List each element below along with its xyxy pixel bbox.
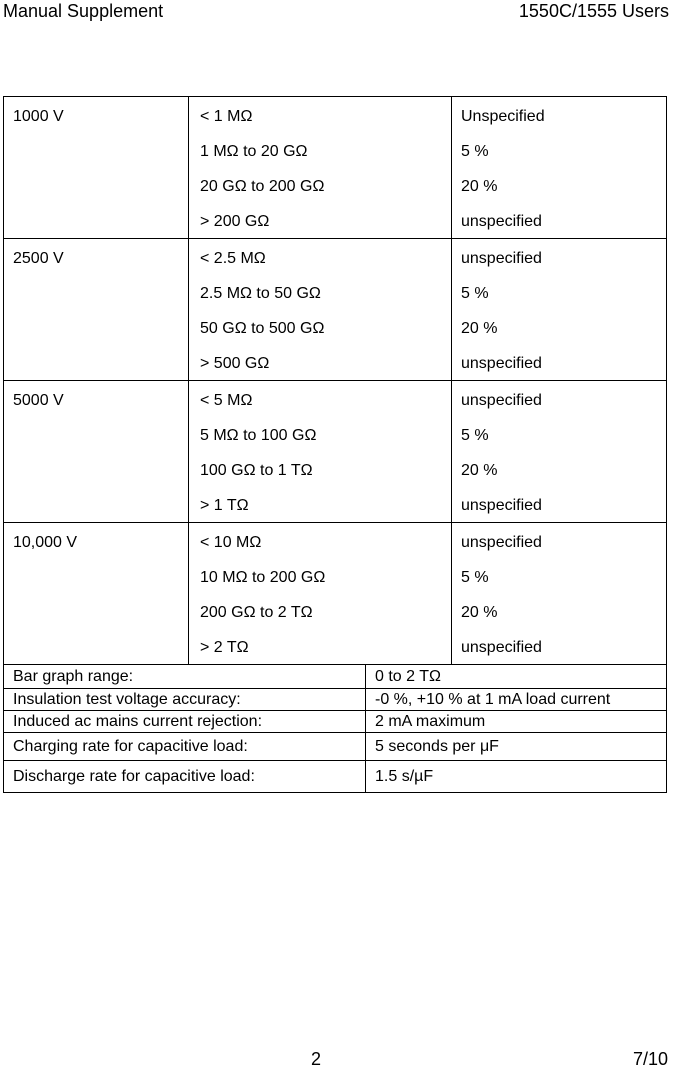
voltage-cell: 10,000 V <box>4 522 188 664</box>
footer-sheet-number: 7/10 <box>632 1049 668 1069</box>
characteristic-label-cell: Discharge rate for capacitive load: <box>4 760 365 792</box>
resistance-range-cell: < 1 MΩ 1 MΩ to 20 GΩ 20 GΩ to 200 GΩ > 2… <box>188 97 451 238</box>
resistance-range-line: 200 GΩ to 2 TΩ <box>200 604 313 621</box>
characteristic-value: -0 %, +10 % at 1 mA load current <box>375 690 611 708</box>
voltage-label: 1000 V <box>13 108 64 125</box>
resistance-range-line: 20 GΩ to 200 GΩ <box>200 178 325 195</box>
accuracy-line: 5 % <box>461 285 489 302</box>
resistance-range-line: 100 GΩ to 1 TΩ <box>200 462 313 479</box>
characteristic-label-cell: Charging rate for capacitive load: <box>4 732 365 760</box>
resistance-range-line: > 1 TΩ <box>200 497 249 514</box>
voltage-cell: 2500 V <box>4 238 188 380</box>
accuracy-line: unspecified <box>461 250 542 267</box>
characteristic-value-cell: 1.5 s/µF <box>365 760 666 792</box>
resistance-range-line: 50 GΩ to 500 GΩ <box>200 320 325 337</box>
resistance-range-line: > 2 TΩ <box>200 639 249 656</box>
accuracy-line: unspecified <box>461 213 542 230</box>
resistance-range-line: 10 MΩ to 200 GΩ <box>200 569 326 586</box>
footer-page-number: 2 <box>311 1049 322 1069</box>
accuracy-line: unspecified <box>461 497 542 514</box>
resistance-range-line: < 2.5 MΩ <box>200 250 266 267</box>
accuracy-line: unspecified <box>461 639 542 656</box>
accuracy-cell: unspecified 5 % 20 % unspecified <box>451 238 666 380</box>
resistance-range-line: 1 MΩ to 20 GΩ <box>200 143 308 160</box>
voltage-cell: 1000 V <box>4 97 188 238</box>
voltage-cell: 5000 V <box>4 380 188 522</box>
resistance-range-line: < 5 MΩ <box>200 392 253 409</box>
accuracy-line: 5 % <box>461 569 489 586</box>
characteristic-label: Induced ac mains current rejection: <box>13 712 263 730</box>
accuracy-line: 20 % <box>461 604 498 621</box>
accuracy-line: unspecified <box>461 355 542 372</box>
accuracy-line: unspecified <box>461 534 542 551</box>
voltage-label: 5000 V <box>13 392 64 409</box>
characteristic-label-cell: Insulation test voltage accuracy: <box>4 688 365 710</box>
resistance-range-line: > 200 GΩ <box>200 213 270 230</box>
voltage-label: 2500 V <box>13 250 64 267</box>
accuracy-cell: unspecified 5 % 20 % unspecified <box>451 522 666 664</box>
characteristic-label-cell: Induced ac mains current rejection: <box>4 710 365 732</box>
resistance-range-cell: < 5 MΩ 5 MΩ to 100 GΩ 100 GΩ to 1 TΩ > 1… <box>188 380 451 522</box>
resistance-range-line: 5 MΩ to 100 GΩ <box>200 427 317 444</box>
characteristic-label: Charging rate for capacitive load: <box>13 737 248 755</box>
resistance-range-line: < 10 MΩ <box>200 534 262 551</box>
voltage-label: 10,000 V <box>13 534 78 551</box>
characteristic-value: 1.5 s/µF <box>375 767 434 785</box>
characteristic-label: Discharge rate for capacitive load: <box>13 767 255 785</box>
page-header: Manual Supplement 1550C/1555 Users <box>3 1 669 21</box>
resistance-range-line: < 1 MΩ <box>200 108 253 125</box>
resistance-range-cell: < 2.5 MΩ 2.5 MΩ to 50 GΩ 50 GΩ to 500 GΩ… <box>188 238 451 380</box>
header-right-title: 1550C/1555 Users <box>518 1 669 21</box>
resistance-range-line: > 500 GΩ <box>200 355 270 372</box>
header-left-title: Manual Supplement <box>3 1 164 21</box>
accuracy-line: Unspecified <box>461 108 545 125</box>
characteristic-value: 5 seconds per μF <box>375 737 499 755</box>
accuracy-line: 5 % <box>461 143 489 160</box>
characteristic-value-cell: -0 %, +10 % at 1 mA load current <box>365 688 666 710</box>
accuracy-cell: unspecified 5 % 20 % unspecified <box>451 380 666 522</box>
accuracy-line: 5 % <box>461 427 489 444</box>
characteristic-label: Bar graph range: <box>13 667 134 685</box>
characteristic-value-cell: 2 mA maximum <box>365 710 666 732</box>
characteristic-value-cell: 0 to 2 TΩ <box>365 665 666 688</box>
characteristic-label-cell: Bar graph range: <box>4 665 365 688</box>
accuracy-line: 20 % <box>461 320 498 337</box>
accuracy-line: 20 % <box>461 178 498 195</box>
accuracy-line: 20 % <box>461 462 498 479</box>
accuracy-cell: Unspecified 5 % 20 % unspecified <box>451 97 666 238</box>
characteristic-value: 0 to 2 TΩ <box>375 667 441 685</box>
characteristic-label: Insulation test voltage accuracy: <box>13 690 241 708</box>
characteristic-value: 2 mA maximum <box>375 712 486 730</box>
resistance-range-cell: < 10 MΩ 10 MΩ to 200 GΩ 200 GΩ to 2 TΩ >… <box>188 522 451 664</box>
characteristic-value-cell: 5 seconds per μF <box>365 732 666 760</box>
resistance-range-line: 2.5 MΩ to 50 GΩ <box>200 285 321 302</box>
characteristics-table: Bar graph range: 0 to 2 TΩ Insulation te… <box>3 664 667 793</box>
accuracy-line: unspecified <box>461 392 542 409</box>
insulation-resistance-spec-table: 1000 V < 1 MΩ 1 MΩ to 20 GΩ 20 GΩ to 200… <box>3 96 667 665</box>
